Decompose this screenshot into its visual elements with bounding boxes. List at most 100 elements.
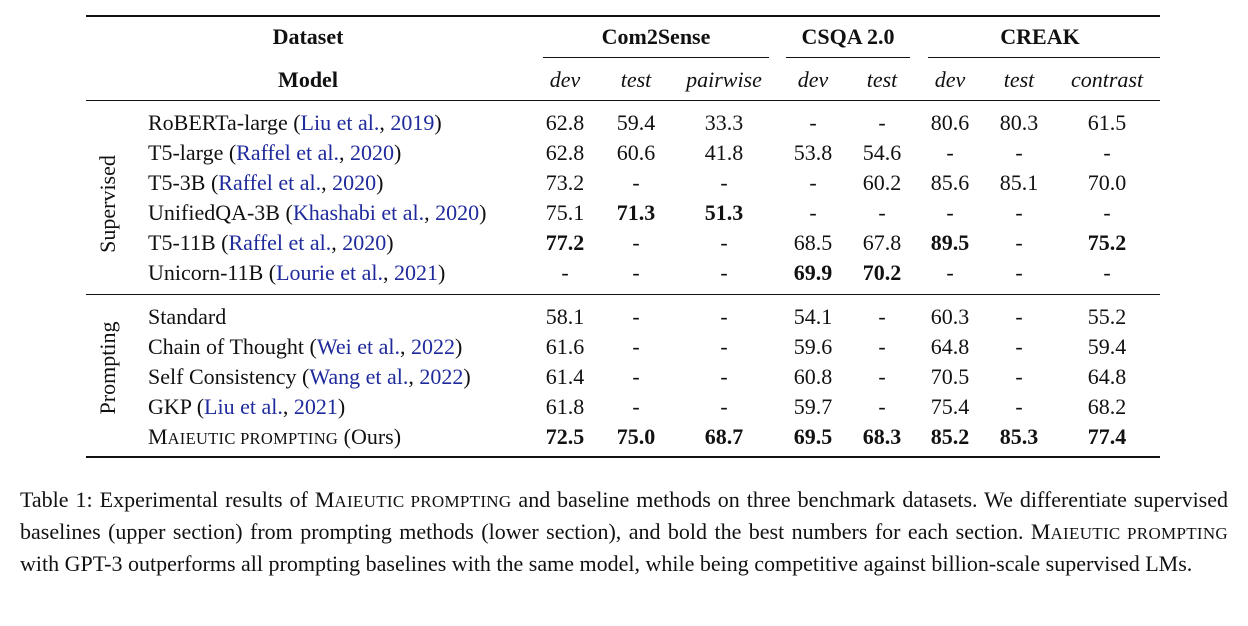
- value-cell: 62.8: [545, 140, 585, 165]
- citation-year: 2021: [293, 394, 338, 419]
- column-header: contrast: [1070, 67, 1144, 92]
- value-cell: 60.3: [930, 304, 970, 329]
- model-header: Model: [278, 67, 338, 92]
- value-cell: -: [632, 364, 640, 389]
- value-cell: 68.2: [1087, 394, 1127, 419]
- value-cell: 77.4: [1087, 424, 1127, 449]
- value-cell: 75.1: [545, 200, 585, 225]
- value-cell: 60.2: [862, 170, 902, 195]
- column-header: test: [1003, 67, 1035, 92]
- model-name: UnifiedQA-3B: [148, 200, 280, 225]
- model-name-cell: Unicorn-11B (Lourie et al., 2021): [148, 260, 446, 285]
- value-cell: 61.6: [545, 334, 585, 359]
- value-cell: -: [720, 334, 728, 359]
- model-name: Unicorn-11B: [148, 260, 264, 285]
- table-top-rule: [86, 15, 1160, 17]
- value-cell: -: [878, 364, 886, 389]
- citation-link: Raffel et al.: [218, 170, 322, 195]
- value-cell: 85.2: [930, 424, 970, 449]
- model-name-cell: T5-3B (Raffel et al., 2020): [148, 170, 384, 195]
- value-cell: 70.0: [1087, 170, 1127, 195]
- value-cell: 64.8: [1087, 364, 1127, 389]
- citation-year: 2020: [332, 170, 377, 195]
- value-cell: 73.2: [545, 170, 585, 195]
- value-cell: -: [946, 260, 954, 285]
- value-cell: -: [632, 304, 640, 329]
- value-cell: 70.2: [862, 260, 902, 285]
- citation-year: 2020: [350, 140, 394, 165]
- value-cell: 59.7: [793, 394, 833, 419]
- model-name: Self Consistency: [148, 364, 297, 389]
- table-caption: Table 1: Experimental results of MAIEUTI…: [20, 485, 1228, 579]
- citation-year: 2020: [435, 200, 480, 225]
- model-name: T5-large: [148, 140, 224, 165]
- section-label: Supervised: [95, 155, 120, 253]
- table-section-rule: [86, 294, 1160, 295]
- column-header: dev: [549, 67, 581, 92]
- value-cell: 85.6: [930, 170, 970, 195]
- citation-link: Liu et al.: [204, 394, 283, 419]
- value-cell: -: [809, 110, 817, 135]
- value-cell: -: [632, 394, 640, 419]
- value-cell: -: [1015, 200, 1023, 225]
- value-cell: 80.6: [930, 110, 970, 135]
- model-suffix: (Ours): [343, 424, 402, 449]
- model-name: MAIEUTIC PROMPTING: [148, 424, 338, 449]
- column-header: test: [620, 67, 652, 92]
- citation-link: Wei et al.: [316, 334, 400, 359]
- value-cell: -: [720, 364, 728, 389]
- citation-link: Raffel et al.: [236, 140, 339, 165]
- citation-link: Raffel et al.: [228, 230, 332, 255]
- value-cell: -: [809, 170, 817, 195]
- model-name-smallcaps: AIEUTIC PROMPTING: [167, 429, 339, 448]
- value-cell: -: [809, 200, 817, 225]
- model-name: T5-11B: [148, 230, 216, 255]
- value-cell: 71.3: [616, 200, 656, 225]
- value-cell: -: [1015, 140, 1023, 165]
- value-cell: 77.2: [545, 230, 585, 255]
- model-name: M: [148, 424, 168, 449]
- caption-label: Table 1:: [20, 487, 93, 512]
- value-cell: 67.8: [862, 230, 902, 255]
- model-name: T5-3B: [148, 170, 206, 195]
- value-cell: -: [632, 334, 640, 359]
- value-cell: -: [1103, 200, 1111, 225]
- column-header: test: [866, 67, 898, 92]
- value-cell: -: [878, 394, 886, 419]
- value-cell: 60.8: [793, 364, 833, 389]
- value-cell: -: [878, 110, 886, 135]
- citation-link: Liu et al.: [300, 110, 380, 135]
- value-cell: 51.3: [704, 200, 744, 225]
- value-cell: -: [1015, 230, 1023, 255]
- creak-cmidrule: [928, 57, 1160, 58]
- model-name-cell: RoBERTa-large (Liu et al., 2019): [148, 110, 442, 135]
- citation-year: 2022: [419, 364, 464, 389]
- model-name-cell: Standard: [148, 303, 226, 331]
- value-cell: -: [632, 230, 640, 255]
- value-cell: -: [720, 170, 728, 195]
- value-cell: 58.1: [545, 304, 585, 329]
- dataset-header: Dataset: [272, 24, 344, 49]
- value-cell: -: [878, 334, 886, 359]
- model-name-cell: MAIEUTIC PROMPTING (Ours): [148, 423, 401, 453]
- value-cell: 85.3: [999, 424, 1039, 449]
- value-cell: -: [1015, 260, 1023, 285]
- value-cell: 70.5: [930, 364, 970, 389]
- model-name: Chain of Thought: [148, 334, 305, 359]
- value-cell: -: [1103, 260, 1111, 285]
- value-cell: 68.5: [793, 230, 833, 255]
- method-name: MAIEUTIC PROMPTING: [314, 487, 512, 512]
- value-cell: 75.4: [930, 394, 970, 419]
- group-header-2: CREAK: [1000, 24, 1080, 49]
- value-cell: 54.6: [862, 140, 902, 165]
- value-cell: -: [720, 304, 728, 329]
- column-header: dev: [934, 67, 966, 92]
- value-cell: 85.1: [999, 170, 1039, 195]
- value-cell: 41.8: [704, 140, 744, 165]
- value-cell: 53.8: [793, 140, 833, 165]
- value-cell: -: [1015, 334, 1023, 359]
- value-cell: -: [720, 260, 728, 285]
- value-cell: 61.5: [1087, 110, 1127, 135]
- value-cell: -: [632, 170, 640, 195]
- citation-link: Khashabi et al.: [292, 200, 425, 225]
